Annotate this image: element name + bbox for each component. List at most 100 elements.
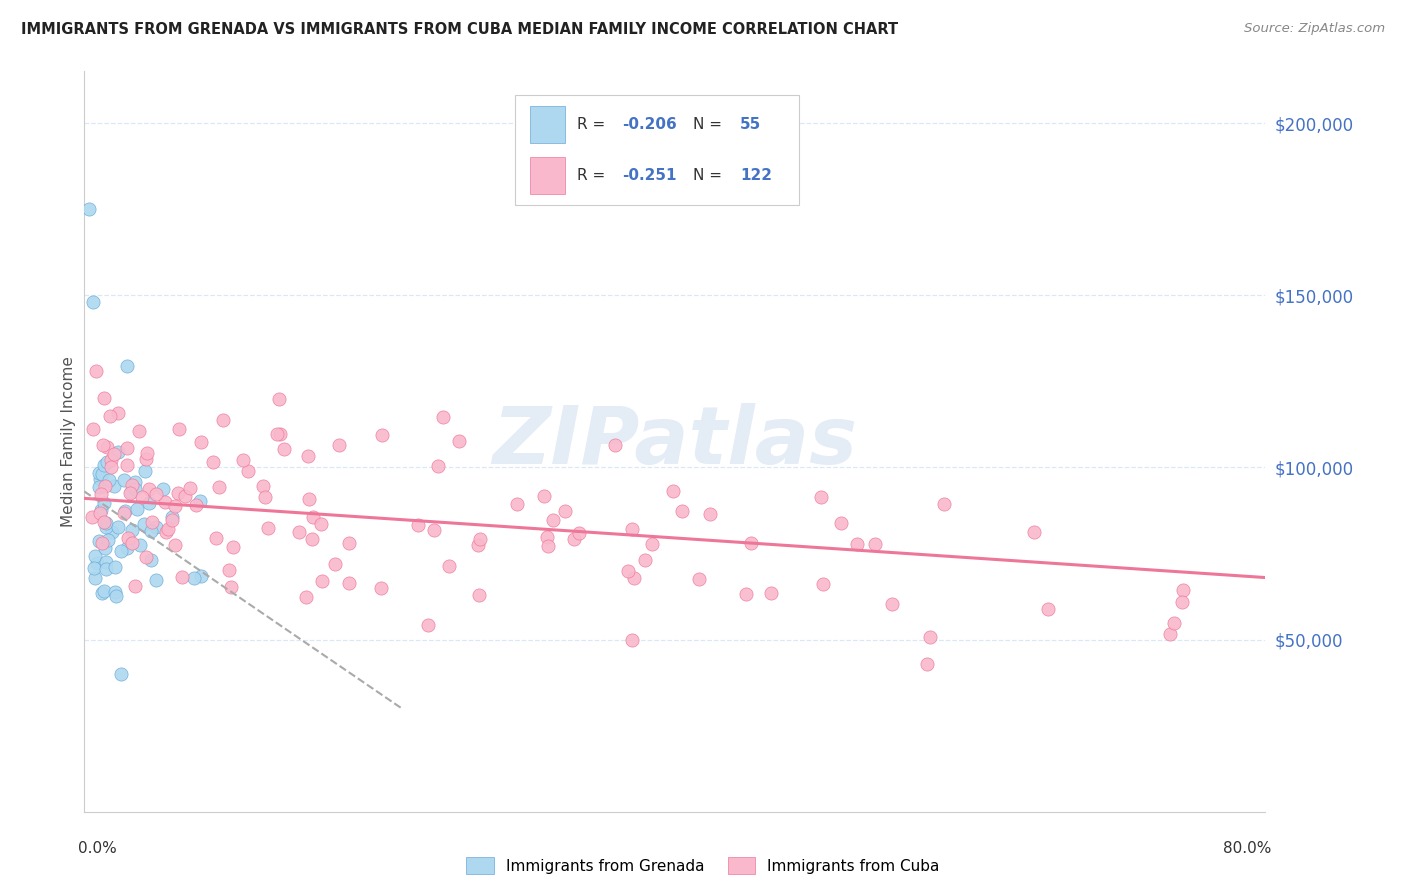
Point — [934, 497, 956, 511]
Point — [236, 464, 259, 478]
Point — [882, 597, 904, 611]
Point — [110, 667, 132, 681]
Point — [662, 483, 685, 498]
Point — [145, 520, 167, 534]
Point — [83, 560, 105, 574]
Point — [337, 576, 360, 591]
Point — [107, 406, 129, 420]
Point — [423, 523, 446, 537]
Point — [269, 427, 291, 442]
Point — [153, 495, 176, 509]
Point — [93, 496, 115, 510]
Text: 122: 122 — [740, 168, 772, 183]
Point — [506, 497, 529, 511]
Point — [96, 455, 118, 469]
Point — [83, 571, 105, 585]
Point — [82, 422, 104, 436]
Point — [371, 428, 394, 442]
Point — [145, 487, 167, 501]
Point — [328, 438, 350, 452]
Point — [301, 532, 323, 546]
Point — [125, 502, 148, 516]
Point — [107, 445, 129, 459]
Point — [863, 537, 886, 551]
Legend: Immigrants from Grenada, Immigrants from Cuba: Immigrants from Grenada, Immigrants from… — [460, 851, 946, 880]
Point — [135, 452, 157, 467]
Point — [91, 467, 114, 481]
Point — [155, 524, 177, 539]
Text: R =: R = — [576, 117, 610, 132]
Point — [1171, 595, 1194, 609]
Point — [94, 520, 117, 534]
Point — [1163, 615, 1185, 630]
Point — [370, 581, 392, 595]
Point — [104, 584, 127, 599]
Point — [190, 568, 212, 582]
Point — [98, 409, 121, 423]
Point — [93, 583, 115, 598]
Point — [218, 563, 240, 577]
Point — [138, 482, 160, 496]
Point — [87, 534, 110, 549]
Text: N =: N = — [693, 168, 727, 183]
Point — [98, 473, 121, 487]
Point — [830, 516, 852, 530]
Text: 80.0%: 80.0% — [1223, 841, 1271, 856]
Point — [94, 561, 117, 575]
Point — [267, 392, 290, 406]
Point — [202, 455, 225, 469]
Point — [112, 473, 135, 487]
Point — [121, 523, 143, 537]
Point — [94, 555, 117, 569]
Bar — [530, 156, 565, 194]
Point — [93, 541, 115, 556]
Point — [208, 480, 231, 494]
Point — [288, 524, 311, 539]
Point — [468, 532, 491, 546]
Point — [295, 590, 318, 604]
Text: 55: 55 — [740, 117, 761, 132]
Point — [114, 504, 136, 518]
Point — [141, 515, 163, 529]
Point — [96, 516, 118, 530]
Point — [266, 427, 288, 442]
Point — [165, 538, 187, 552]
Point — [1022, 524, 1045, 539]
Point — [699, 507, 721, 521]
Point — [135, 549, 157, 564]
Point — [568, 526, 591, 541]
Point — [93, 515, 115, 529]
Point — [124, 579, 146, 593]
Point — [90, 487, 112, 501]
Y-axis label: Median Family Income: Median Family Income — [60, 356, 76, 527]
Text: ZIPatlas: ZIPatlas — [492, 402, 858, 481]
Point — [115, 458, 138, 472]
Point — [671, 504, 693, 518]
Point — [97, 533, 120, 547]
Point — [172, 570, 194, 584]
Point — [468, 588, 491, 602]
Point — [311, 574, 333, 588]
Point — [297, 449, 319, 463]
Point — [84, 364, 107, 378]
Point — [100, 453, 122, 467]
Point — [77, 202, 100, 216]
Point — [121, 478, 143, 492]
Point — [90, 503, 112, 517]
Point — [120, 485, 142, 500]
Point — [179, 481, 201, 495]
Point — [467, 538, 489, 552]
Point — [96, 440, 118, 454]
Point — [605, 438, 627, 452]
Point — [89, 506, 111, 520]
Point — [124, 482, 146, 496]
Point — [219, 580, 242, 594]
Point — [124, 475, 146, 489]
Point — [128, 538, 150, 552]
Point — [634, 552, 657, 566]
Point — [162, 510, 184, 524]
Text: 0.0%: 0.0% — [79, 841, 117, 856]
Point — [205, 531, 228, 545]
Point — [554, 504, 576, 518]
Point — [845, 537, 868, 551]
